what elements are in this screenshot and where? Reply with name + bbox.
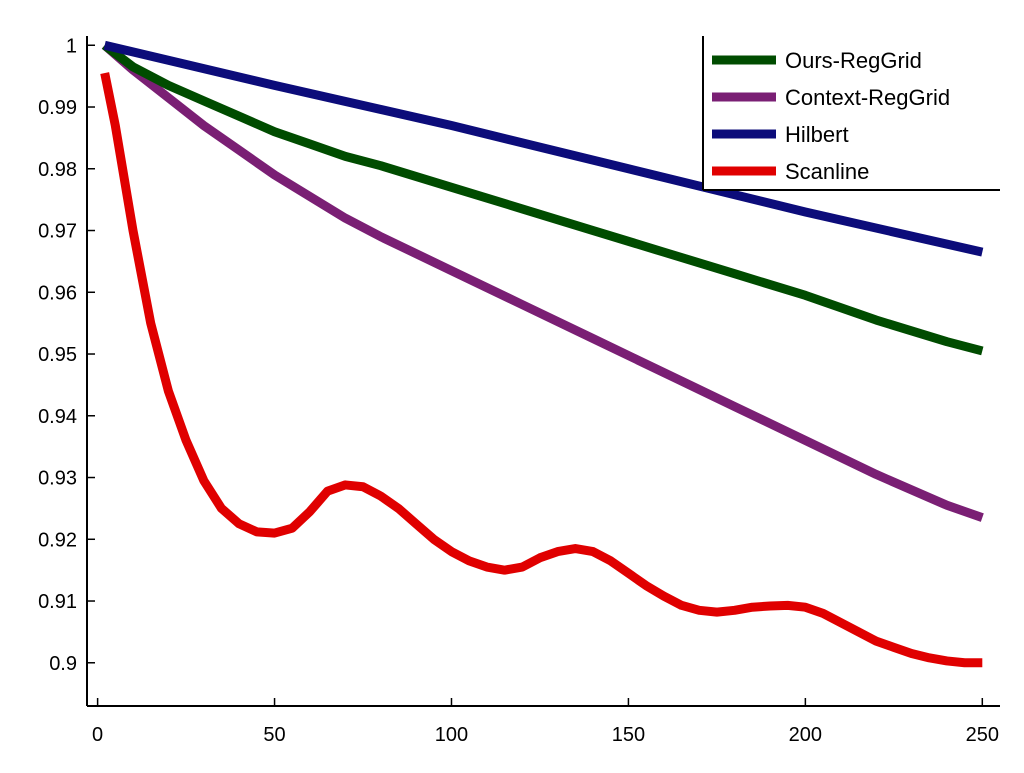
x-tick-label: 50 [263,724,285,746]
y-tick-label: 0.98 [38,159,77,181]
y-tick-label: 0.92 [38,529,77,551]
y-tick-label: 0.9 [49,653,77,675]
y-tick-label: 0.99 [38,97,77,119]
y-tick-label: 0.96 [38,282,77,304]
x-tick-label: 0 [92,724,103,746]
x-tick-label: 200 [789,724,822,746]
axes: 0.9 0.91 0.92 0.93 0.94 0.95 0.96 0.97 0.98 0.99 1… [38,35,1000,746]
series-line-hilbert [103,40,984,257]
x-tick-label: 100 [435,724,468,746]
x-tick-label: 150 [612,724,645,746]
legend-label: Ours-RegGrid [785,48,922,73]
y-tick-label: 0.91 [38,591,77,613]
legend-label: Hilbert [785,122,849,147]
y-tick-label: 0.97 [38,221,77,243]
y-tick-label: 1 [66,35,77,57]
series-group [100,40,984,668]
series-line-scanline [100,72,983,668]
legend-label: Scanline [785,159,869,184]
y-tick-label: 0.95 [38,344,77,366]
y-tick-label: 0.94 [38,406,77,428]
series-line-context-reggrid [101,41,984,522]
y-tick-label: 0.93 [38,468,77,490]
x-tick-label: 250 [966,724,999,746]
legend: Ours-RegGrid Context-RegGrid Hilbert Scanli… [702,36,1000,191]
series-line-ours-reggrid [101,41,984,356]
legend-label: Context-RegGrid [785,85,950,110]
